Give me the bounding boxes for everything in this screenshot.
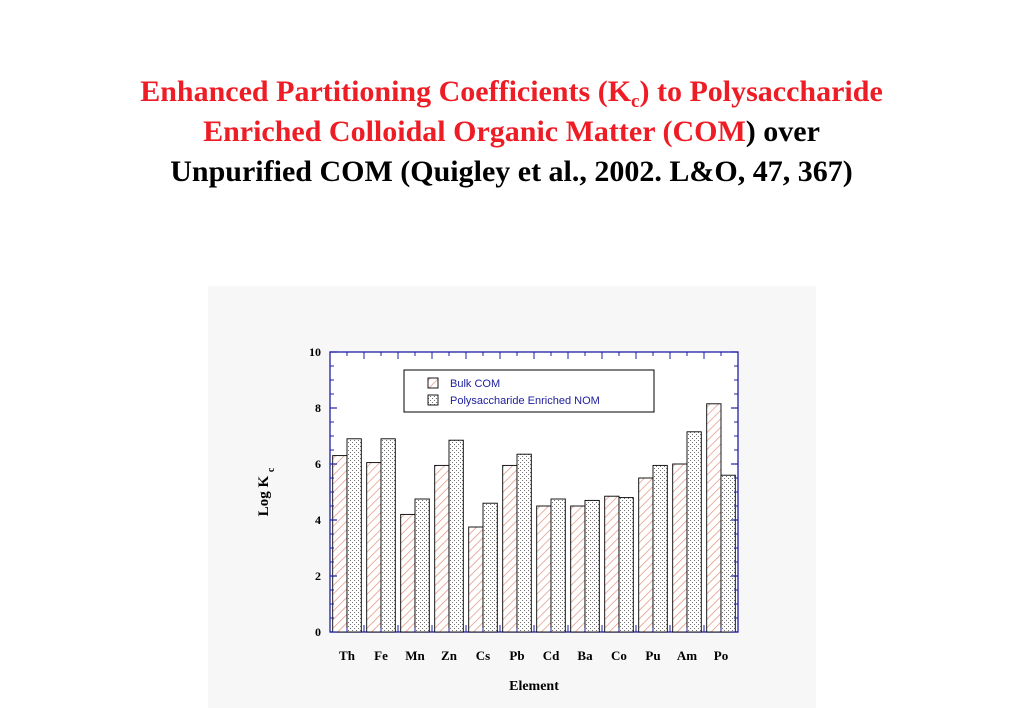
x-tick-label-pb: Pb (509, 648, 524, 663)
slide-title: Enhanced Partitioning Coefficients (Kc) … (0, 72, 1023, 192)
legend-swatch-polysaccharide (427, 394, 439, 406)
legend-label-polysaccharide: Polysaccharide Enriched NOM (450, 395, 600, 407)
y-tick-label: 2 (315, 569, 321, 583)
y-tick-label: 10 (309, 345, 321, 359)
bar-bulk-com-fe (366, 462, 382, 633)
bar-bulk-com-pu (638, 477, 654, 633)
bar-polysaccharide-pb (516, 453, 532, 633)
bar-polysaccharide-co (618, 497, 634, 633)
legend-label-bulk-com: Bulk COM (450, 378, 500, 390)
x-tick-label-zn: Zn (441, 648, 458, 663)
bar-bulk-com-po (706, 403, 722, 633)
bar-bulk-com-cs (468, 526, 484, 633)
title-kc-subscript: c (631, 91, 640, 112)
y-axis-title: Log K c (256, 467, 277, 516)
bar-polysaccharide-th (346, 438, 362, 633)
y-tick-label: 4 (315, 513, 321, 527)
x-tick-label-cs: Cs (476, 648, 490, 663)
bar-chart: Th Fe Mn Zn Cs Pb Cd Ba Co Pu Am Po 0 2 4 6 8 10 Element Lo… (256, 345, 739, 694)
bar-bulk-com-co (604, 495, 620, 633)
title-line2-black: ) over (745, 115, 820, 148)
title-line1-part2: ) to Polysaccharide (639, 75, 883, 108)
y-tick-label: 0 (315, 625, 321, 639)
legend-box (403, 369, 655, 413)
y-tick-label: 6 (315, 457, 321, 471)
x-tick-label-pu: Pu (645, 648, 660, 663)
x-tick-label-po: Po (714, 648, 728, 663)
x-tick-label-cd: Cd (543, 648, 560, 663)
bar-polysaccharide-cd (550, 498, 566, 633)
title-line3: Unpurified COM (Quigley et al., 2002. L&… (170, 155, 853, 188)
bar-bulk-com-am (672, 463, 688, 633)
bar-polysaccharide-cs (482, 502, 498, 633)
chart-panel: Th Fe Mn Zn Cs Pb Cd Ba Co Pu Am Po 0 2 4 6 8 10 Element Lo… (208, 286, 816, 708)
x-tick-label-th: Th (339, 648, 356, 663)
bar-polysaccharide-mn (414, 498, 430, 633)
bar-polysaccharide-zn (448, 439, 464, 633)
x-tick-label-co: Co (611, 648, 627, 663)
y-tick-label: 8 (315, 401, 321, 415)
legend: Bulk COM Polysaccharide Enriched NOM (403, 369, 655, 413)
bar-polysaccharide-po (720, 474, 736, 633)
title-line2-red: Enriched Colloidal Organic Matter (COM (203, 115, 746, 148)
bar-polysaccharide-ba (584, 499, 600, 633)
bar-polysaccharide-fe (380, 438, 396, 633)
x-tick-label-fe: Fe (374, 648, 388, 663)
bar-bulk-com-zn (434, 464, 450, 633)
bar-bulk-com-th (332, 455, 348, 633)
x-tick-label-ba: Ba (577, 648, 593, 663)
x-axis-title: Element (509, 679, 559, 694)
bar-polysaccharide-am (686, 431, 702, 633)
x-tick-label-mn: Mn (405, 648, 425, 663)
legend-swatch-bulk-com (427, 377, 439, 389)
title-line1-part1: Enhanced Partitioning Coefficients (K (140, 75, 632, 108)
bar-bulk-com-ba (570, 505, 586, 633)
bar-bulk-com-mn (400, 513, 416, 633)
bar-bulk-com-pb (502, 464, 518, 633)
bar-polysaccharide-pu (652, 464, 668, 633)
bar-bulk-com-cd (536, 505, 552, 633)
y-axis-title-subscript: c (266, 467, 277, 472)
x-tick-label-am: Am (677, 648, 697, 663)
